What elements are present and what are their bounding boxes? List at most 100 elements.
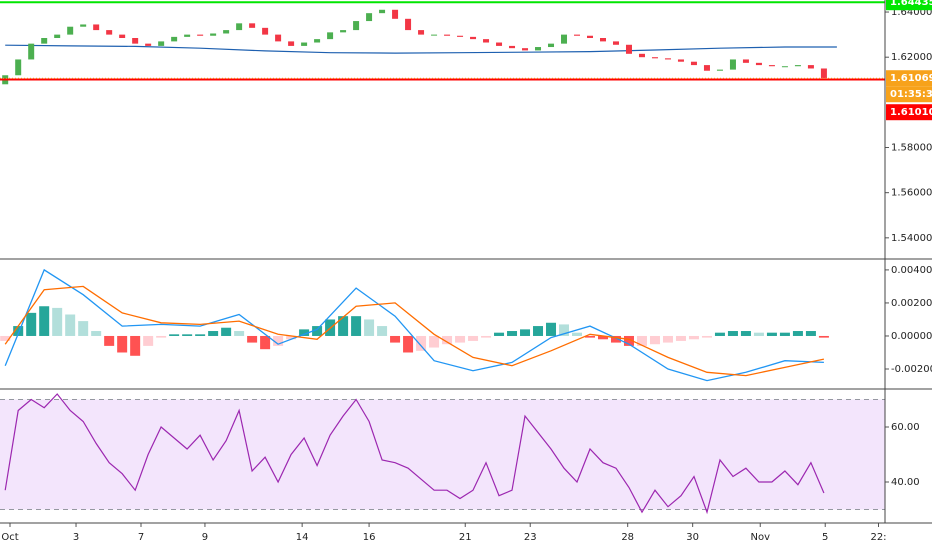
candle [171,36,178,42]
rsi-line [4,393,825,515]
histogram-bar [377,326,388,336]
histogram-bar [182,334,193,336]
candle [690,61,697,66]
candle [716,69,723,71]
histogram-bar [65,314,76,336]
candle [275,34,282,42]
histogram-bar [740,331,751,336]
candle [353,21,360,31]
candle [444,34,451,36]
x-tick-label: 30 [686,532,699,543]
candle [703,65,710,71]
candle [145,43,152,46]
last-price-badge [886,70,932,87]
candle [781,66,788,68]
histogram-bar [818,335,829,338]
x-tick-label: Oct [1,532,18,543]
histogram-bar [455,335,466,343]
price-line-label: 1.61010 [890,107,932,118]
histogram-bar [260,335,271,350]
x-tick-label: 3 [73,532,79,543]
x-tick-label: 28 [621,532,634,543]
y-tick-label: 0.00400 [891,265,932,276]
histogram-bar [208,331,219,336]
histogram-bar [273,335,284,346]
countdown-badge [886,86,932,103]
histogram-bar [649,335,660,345]
candle [612,41,619,45]
histogram-bar [623,335,634,346]
candle [379,9,386,14]
y-tick-label: 1.64000 [891,7,932,18]
candle [106,30,113,35]
candle [625,44,632,54]
y-tick-label: 1.62000 [891,52,932,63]
histogram-bar [507,331,518,336]
candle [548,43,555,48]
histogram-bar [13,326,24,336]
histogram-bar [39,306,50,336]
candle [794,65,801,67]
candle [470,36,477,40]
histogram-bar [442,335,453,345]
candle [496,42,503,46]
histogram-bar [26,312,37,336]
histogram-bar [688,335,699,340]
candle [158,41,165,46]
candle [820,68,827,79]
x-tick-label: 21 [459,532,472,543]
histogram-bar [143,335,154,346]
histogram-bar [468,335,479,341]
price-line-badge [886,104,932,121]
candle [67,26,74,35]
candle [457,35,464,37]
histogram-bar [636,335,647,346]
x-tick-label: Nov [750,532,770,543]
histogram-bar [156,335,167,338]
candle [535,47,542,51]
histogram-bar [533,326,544,336]
macd-line [4,285,825,377]
y-tick-label: 60.00 [891,422,920,433]
histogram-bar [585,335,595,338]
candle [301,42,308,46]
histogram-bar [169,334,180,336]
histogram-bar [390,335,401,343]
candle [599,38,606,42]
countdown-label: 01:35:31 [890,89,932,100]
candle [223,30,230,34]
candle [483,39,490,43]
y-tick-label: -0.00200 [891,364,932,375]
candle [522,48,529,51]
candle [41,38,48,44]
moving-average [5,44,837,54]
histogram-bar [312,326,323,336]
x-tick-label: 14 [296,532,309,543]
histogram-bar [195,334,206,336]
histogram-bar [234,331,245,336]
y-tick-label: 1.56000 [891,188,932,199]
candle [755,62,762,66]
candle [677,59,684,62]
candle [366,13,373,22]
candle [197,34,204,36]
histogram-bar [520,329,531,336]
histogram-bar [766,332,777,336]
candle [651,57,658,59]
candle [587,35,593,39]
histogram-bar [701,335,712,338]
histogram-bar [221,327,232,336]
histogram-bar [610,335,621,343]
histogram-bar [351,316,362,336]
histogram-bar [597,335,608,340]
candle [340,30,347,33]
last-price-label: 1.61069 [890,73,932,84]
histogram-bar [559,324,570,336]
histogram-bar [117,335,128,353]
x-tick-label: 23 [524,532,537,543]
y-tick-label: 0.00200 [891,298,932,309]
candle [236,23,243,31]
histogram-bar [91,331,102,336]
candle [288,41,295,46]
histogram-bar [403,335,414,353]
